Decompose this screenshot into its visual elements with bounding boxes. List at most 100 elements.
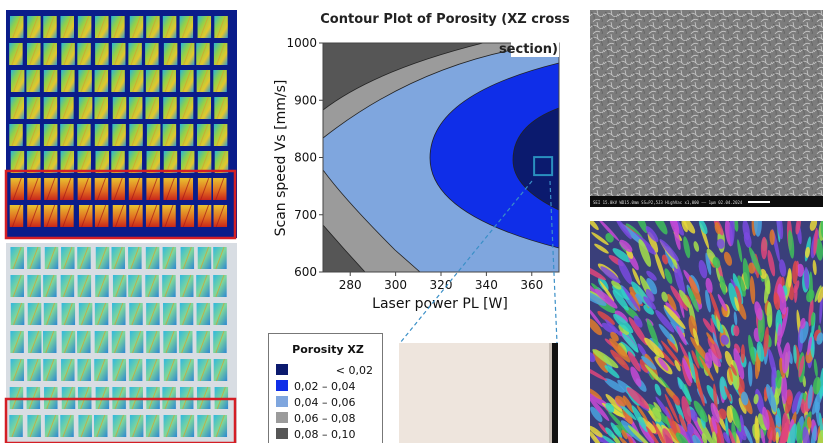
ebsd-grain bbox=[796, 263, 805, 277]
heatmap-tile-streak bbox=[96, 330, 106, 354]
ebsd-grain bbox=[621, 429, 628, 440]
heatmap-tile-streak bbox=[47, 414, 57, 438]
ebsd-grain bbox=[638, 239, 652, 267]
heatmap-tile-streak bbox=[181, 330, 191, 354]
ebsd-grain bbox=[590, 352, 596, 363]
ebsd-grain bbox=[810, 425, 817, 443]
heatmap-tile-streak bbox=[114, 302, 124, 326]
heatmap-tile-streak bbox=[114, 96, 125, 120]
ebsd-grain bbox=[632, 268, 641, 286]
ebsd-grain bbox=[688, 287, 699, 313]
heatmap-tile-streak bbox=[165, 150, 175, 174]
ebsd-grain bbox=[743, 232, 752, 248]
heatmap-tile-streak bbox=[12, 177, 22, 201]
sem-svg: SEI 15.0kV WD15.0mm SS=P2,5J3 HighVac x1… bbox=[590, 10, 823, 207]
ebsd-grain bbox=[786, 423, 797, 443]
ebsd-grain bbox=[645, 288, 655, 302]
ebsd-grain bbox=[594, 288, 618, 309]
heatmap-tile-streak bbox=[96, 177, 106, 201]
heatmap-tile-streak bbox=[63, 246, 73, 270]
ebsd-grain bbox=[643, 296, 656, 310]
ebsd-grain bbox=[590, 363, 608, 381]
ebsd-grain bbox=[697, 381, 705, 407]
heatmap-tile-streak bbox=[114, 330, 124, 354]
sem-image: SEI 15.0kV WD15.0mm SS=P2,5J3 HighVac x1… bbox=[590, 10, 823, 207]
heatmap-tile-streak bbox=[130, 150, 140, 174]
heatmap-tile-streak bbox=[164, 274, 174, 298]
legend-label-0: < 0,02 bbox=[336, 364, 373, 377]
heatmap-tile-streak bbox=[198, 69, 208, 93]
ebsd-grain bbox=[754, 415, 760, 443]
heatmap-tile-streak bbox=[79, 274, 89, 298]
ebsd-grain bbox=[741, 391, 749, 406]
ebsd-grain bbox=[670, 285, 688, 312]
ebsd-grain bbox=[723, 432, 731, 443]
legend-swatch-4 bbox=[276, 428, 288, 439]
heatmap-tile-streak bbox=[62, 414, 72, 438]
ebsd-grain bbox=[792, 260, 799, 285]
heatmap-tile-streak bbox=[29, 414, 39, 438]
ebsd-grain bbox=[716, 424, 721, 443]
ebsd-grain bbox=[594, 243, 609, 254]
ebsd-grain bbox=[691, 350, 700, 369]
ebsd-grain bbox=[619, 403, 637, 421]
ebsd-grain bbox=[590, 318, 603, 336]
heatmap-tile-streak bbox=[98, 246, 108, 270]
heatmap-tile-streak bbox=[62, 96, 72, 120]
heatmap-tile-streak bbox=[28, 123, 38, 147]
heatmap-tile-streak bbox=[11, 204, 21, 228]
ebsd-grain bbox=[742, 257, 750, 290]
heatmap-tile-streak bbox=[80, 414, 90, 438]
heatmap-tile-streak bbox=[165, 330, 175, 354]
heatmap-tile-streak bbox=[80, 15, 90, 39]
heatmap-tile-streak bbox=[12, 96, 22, 120]
ebsd-grain bbox=[652, 221, 668, 235]
ebsd-grain bbox=[590, 425, 604, 438]
legend-swatch-0 bbox=[276, 364, 288, 375]
ebsd-grain bbox=[601, 322, 617, 334]
ebsd-grain bbox=[777, 341, 784, 364]
ebsd-grain bbox=[602, 435, 618, 443]
legend-swatch-2 bbox=[276, 396, 288, 407]
ebsd-grain bbox=[674, 360, 681, 372]
ebsd-grain bbox=[652, 407, 662, 423]
heatmap-tile-streak bbox=[79, 42, 89, 66]
ebsd-grain bbox=[692, 434, 702, 443]
ebsd-grain bbox=[762, 406, 770, 431]
heatmap-tile-streak bbox=[182, 204, 192, 228]
heatmap-bottom-svg bbox=[4, 243, 237, 443]
ebsd-grain bbox=[698, 259, 708, 279]
ebsd-grain bbox=[692, 328, 699, 346]
heatmap-tile-streak bbox=[30, 330, 40, 354]
ebsd-grain bbox=[806, 289, 815, 303]
heatmap-tile-streak bbox=[12, 246, 22, 270]
heatmap-tile-streak bbox=[165, 302, 175, 326]
heatmap-tile-streak bbox=[81, 204, 91, 228]
ebsd-grain bbox=[591, 232, 609, 246]
heatmap-tile-streak bbox=[13, 69, 23, 93]
heatmap-tile-streak bbox=[46, 150, 56, 174]
ebsd-grain bbox=[698, 221, 708, 235]
heatmap-tile-streak bbox=[215, 69, 225, 93]
heatmap-tile-streak bbox=[131, 358, 141, 382]
heatmap-tile-streak bbox=[79, 330, 89, 354]
ebsd-grain bbox=[609, 338, 631, 363]
heatmap-tile-streak bbox=[45, 274, 55, 298]
heatmap-tile-streak bbox=[29, 15, 39, 39]
heatmap-tile-streak bbox=[130, 274, 140, 298]
ebsd-grain bbox=[753, 393, 759, 405]
ebsd-grain bbox=[605, 393, 623, 412]
ebsd-grain bbox=[598, 221, 620, 241]
ebsd-grain bbox=[658, 357, 669, 371]
heatmap-tile-streak bbox=[12, 15, 22, 39]
heatmap-tile-streak bbox=[113, 246, 123, 270]
heatmap-tile-streak bbox=[80, 69, 90, 93]
contour-chart: 280 300 320 340 360 600 700 800 900 1000 Contour… bbox=[255, 0, 585, 325]
heatmap-tile-streak bbox=[97, 150, 107, 174]
ebsd-grain bbox=[775, 414, 781, 428]
ebsd-grain bbox=[688, 276, 702, 305]
ebsd-grain bbox=[622, 395, 635, 413]
heatmap-tile-streak bbox=[181, 177, 191, 201]
ebsd-grain bbox=[590, 307, 603, 328]
ebsd-grain bbox=[696, 416, 714, 443]
